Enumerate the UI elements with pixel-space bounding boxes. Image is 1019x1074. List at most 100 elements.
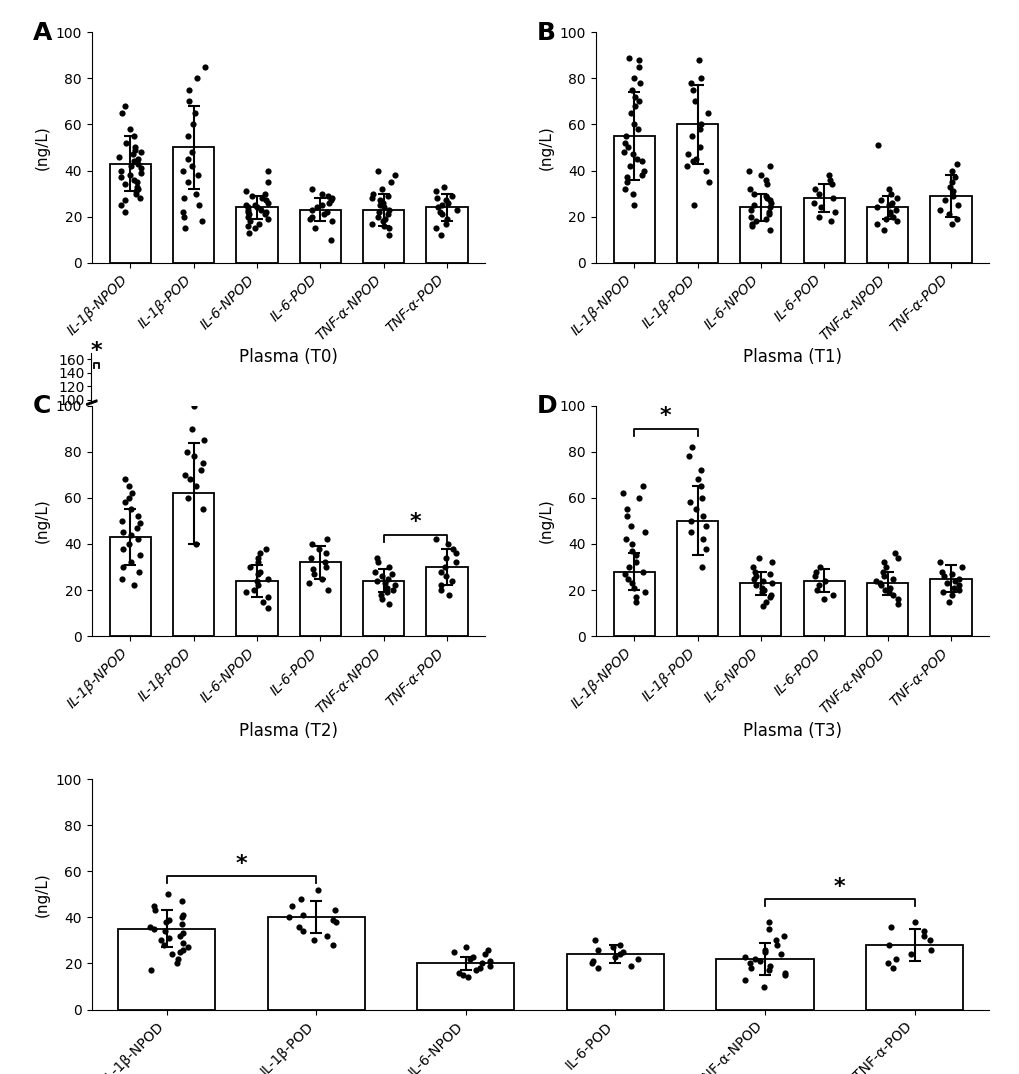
Point <box>195 500 211 518</box>
Point <box>240 224 257 242</box>
Point <box>113 169 129 186</box>
Bar <box>677 125 717 263</box>
Point <box>176 466 193 483</box>
Point <box>935 568 952 585</box>
Bar <box>740 583 781 636</box>
Point <box>179 490 196 507</box>
Point <box>946 169 962 186</box>
Point <box>121 478 138 495</box>
Point <box>317 554 333 571</box>
Point <box>320 581 336 598</box>
Point <box>143 962 159 979</box>
Y-axis label: (ng/L): (ng/L) <box>538 125 553 170</box>
Point <box>692 70 708 87</box>
Point <box>943 162 959 179</box>
Point <box>879 197 896 214</box>
Point <box>173 892 190 910</box>
Point <box>742 208 758 226</box>
Point <box>258 540 274 557</box>
Point <box>744 558 760 576</box>
Point <box>132 164 149 182</box>
Point <box>307 219 323 236</box>
Point <box>250 549 266 566</box>
Point <box>260 194 276 212</box>
Point <box>161 929 177 946</box>
Bar <box>866 207 907 263</box>
Point <box>945 187 961 204</box>
Point <box>186 397 203 415</box>
Point <box>679 157 695 174</box>
Point <box>114 558 130 576</box>
Point <box>301 575 317 592</box>
Point <box>931 554 948 571</box>
Point <box>428 190 444 207</box>
Point <box>760 206 776 223</box>
Point <box>381 558 397 576</box>
Point <box>826 203 843 220</box>
Point <box>481 953 497 970</box>
Point <box>257 185 273 202</box>
Point <box>323 213 339 230</box>
Point <box>737 948 753 966</box>
Point <box>630 490 646 507</box>
Point <box>445 540 462 557</box>
Point <box>163 945 179 962</box>
Point <box>751 953 767 970</box>
Point <box>616 180 633 198</box>
Bar <box>613 571 654 636</box>
Point <box>953 558 969 576</box>
Point <box>878 955 895 972</box>
Bar <box>363 209 404 263</box>
Point <box>384 581 400 598</box>
Point <box>806 180 822 198</box>
Point <box>247 219 263 236</box>
Point <box>810 185 826 202</box>
Point <box>618 508 634 525</box>
Point <box>618 169 634 186</box>
Point <box>378 584 394 601</box>
Point <box>131 514 148 532</box>
Point <box>380 219 396 236</box>
Point <box>125 171 142 188</box>
Point <box>807 563 823 580</box>
Point <box>177 219 194 236</box>
Point <box>876 558 893 576</box>
Point <box>375 194 391 212</box>
Bar <box>715 959 813 1010</box>
Point <box>630 120 646 137</box>
Point <box>746 950 762 968</box>
Bar <box>363 581 404 636</box>
Point <box>439 535 455 552</box>
Point <box>259 174 275 191</box>
Point <box>174 925 191 942</box>
Point <box>443 187 460 204</box>
Point <box>887 201 903 218</box>
Bar <box>300 209 340 263</box>
Point <box>454 967 471 984</box>
Point <box>323 231 339 248</box>
Point <box>614 484 631 502</box>
Point <box>174 934 191 952</box>
Point <box>183 157 200 174</box>
Point <box>880 180 897 198</box>
Point <box>252 545 268 562</box>
Point <box>291 918 308 935</box>
Point <box>123 484 140 502</box>
Point <box>634 563 650 580</box>
Point <box>246 581 262 598</box>
Y-axis label: (ng/L): (ng/L) <box>35 125 50 170</box>
Point <box>690 470 706 488</box>
Point <box>760 199 776 216</box>
Point <box>130 508 147 525</box>
Point <box>127 185 144 202</box>
Point <box>129 150 146 168</box>
Point <box>624 146 640 163</box>
Point <box>250 554 266 571</box>
Point <box>440 586 457 604</box>
Point <box>745 197 761 214</box>
Point <box>883 586 900 604</box>
Point <box>687 500 703 518</box>
Point <box>437 192 453 209</box>
Point <box>386 577 403 594</box>
Point <box>239 208 256 226</box>
